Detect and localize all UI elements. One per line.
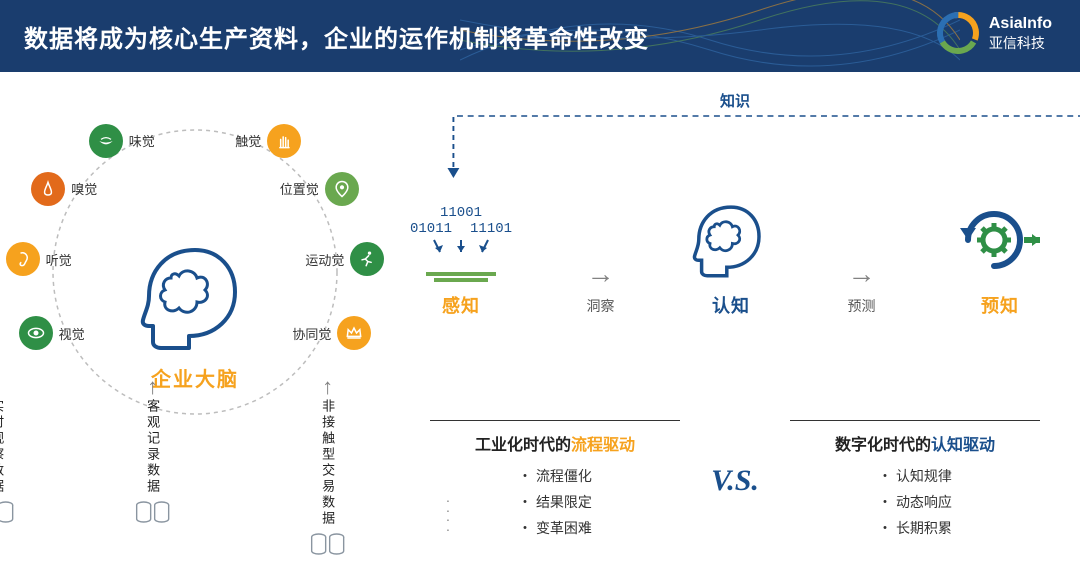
nose-icon bbox=[31, 172, 65, 206]
crown-icon bbox=[337, 316, 371, 350]
vs-right-column: 数字化时代的认知驱动 认知规律动态响应长期积累 bbox=[790, 420, 1040, 541]
stage-cognize-label: 认知 bbox=[712, 292, 750, 318]
sense-pin: 位置觉 bbox=[269, 172, 359, 206]
slide-header: 数据将成为核心生产资料，企业的运作机制将革命性改变 AsiaInfo 亚信科技 bbox=[0, 0, 1080, 72]
sense-nose: 嗅觉 bbox=[31, 172, 121, 206]
sense-label: 听觉 bbox=[46, 250, 72, 269]
cylinder-pair-icon bbox=[136, 501, 170, 523]
between-predict: → 预测 bbox=[847, 258, 875, 318]
mouth-icon bbox=[89, 124, 123, 158]
slide-body: 企业大脑 味觉 嗅觉 听觉 视觉 触觉 位置觉 运动觉 协同觉 ↑ 实时观察数据… bbox=[0, 72, 1080, 565]
knowledge-label: 知识 bbox=[714, 90, 756, 111]
data-input-0: ↑ 实时观察数据 bbox=[0, 380, 54, 555]
data-input-2: ↑ 非接触型交易数据 bbox=[252, 380, 404, 555]
slide-title: 数据将成为核心生产资料，企业的运作机制将革命性改变 bbox=[24, 19, 649, 54]
sense-eye: 视觉 bbox=[19, 316, 109, 350]
logo-ring-icon bbox=[935, 10, 981, 56]
input-label: 实时观察数据 bbox=[0, 399, 6, 495]
sense-mouth: 味觉 bbox=[89, 124, 179, 158]
sense-label: 视觉 bbox=[59, 324, 85, 343]
logo-text-en: AsiaInfo bbox=[989, 14, 1052, 35]
arrow-up-icon: ↑ bbox=[147, 380, 158, 393]
data-input-1: ↑ 客观记录数据 bbox=[96, 380, 210, 555]
between-insight: → 洞察 bbox=[587, 258, 615, 318]
ear-icon bbox=[6, 242, 40, 276]
hand-icon bbox=[267, 124, 301, 158]
sense-label: 协同觉 bbox=[292, 324, 331, 343]
vs-item: 长期积累 bbox=[790, 515, 1040, 541]
stage-cognize: 认知 bbox=[689, 192, 773, 318]
brain-head-small-icon bbox=[689, 198, 773, 282]
sense-label: 运动觉 bbox=[305, 250, 344, 269]
stage-perceive: 11001 0101111101 感知 bbox=[410, 192, 512, 318]
logo-text-cn: 亚信科技 bbox=[989, 34, 1052, 52]
sense-hand: 触觉 bbox=[211, 124, 301, 158]
sense-crown: 协同觉 bbox=[281, 316, 371, 350]
vs-item: 变革困难 bbox=[430, 515, 680, 541]
pin-icon bbox=[325, 172, 359, 206]
run-icon bbox=[350, 242, 384, 276]
input-label: 非接触型交易数据 bbox=[318, 399, 337, 527]
vs-label: V.S. bbox=[680, 464, 790, 498]
arrow-up-icon: ↑ bbox=[322, 380, 333, 393]
data-inputs-row: ↑ 实时观察数据 ↑ 客观记录数据 ↑ 非接触型交易数据 ···· bbox=[0, 380, 450, 555]
gear-cycle-icon bbox=[950, 198, 1050, 282]
eye-icon bbox=[19, 316, 53, 350]
arrow-up-icon: ↑ bbox=[0, 380, 2, 393]
sense-run: 运动觉 bbox=[294, 242, 384, 276]
sense-label: 嗅觉 bbox=[71, 179, 97, 198]
vs-left-column: 工业化时代的流程驱动 流程僵化结果限定变革困难 bbox=[430, 420, 680, 541]
vs-comparison: 工业化时代的流程驱动 流程僵化结果限定变革困难 V.S. 数字化时代的认知驱动 … bbox=[430, 420, 1040, 541]
stage-predict-label: 预知 bbox=[981, 292, 1019, 318]
brain-head-icon bbox=[135, 242, 255, 352]
stage-predict: 预知 bbox=[950, 192, 1050, 318]
sense-label: 位置觉 bbox=[280, 179, 319, 198]
process-stages-row: 11001 0101111101 感知 bbox=[410, 192, 1050, 318]
vs-item: 认知规律 bbox=[790, 463, 1040, 489]
sense-ear: 听觉 bbox=[6, 242, 96, 276]
cylinder-pair-icon bbox=[0, 501, 14, 523]
binary-funnel-icon: 11001 0101111101 bbox=[410, 205, 512, 282]
vs-item: 流程僵化 bbox=[430, 463, 680, 489]
sense-label: 触觉 bbox=[235, 131, 261, 150]
input-label: 客观记录数据 bbox=[143, 399, 162, 495]
vs-item: 结果限定 bbox=[430, 489, 680, 515]
stage-perceive-label: 感知 bbox=[442, 292, 480, 318]
enterprise-brain-diagram: 企业大脑 味觉 嗅觉 听觉 视觉 触觉 位置觉 运动觉 协同觉 ↑ 实时观察数据… bbox=[0, 72, 390, 565]
vs-item: 动态响应 bbox=[790, 489, 1040, 515]
cylinder-pair-icon bbox=[311, 533, 345, 555]
company-logo: AsiaInfo 亚信科技 bbox=[935, 10, 1052, 56]
sense-label: 味觉 bbox=[129, 131, 155, 150]
cognition-process-diagram: 知识 11001 0101111101 bbox=[390, 72, 1080, 565]
